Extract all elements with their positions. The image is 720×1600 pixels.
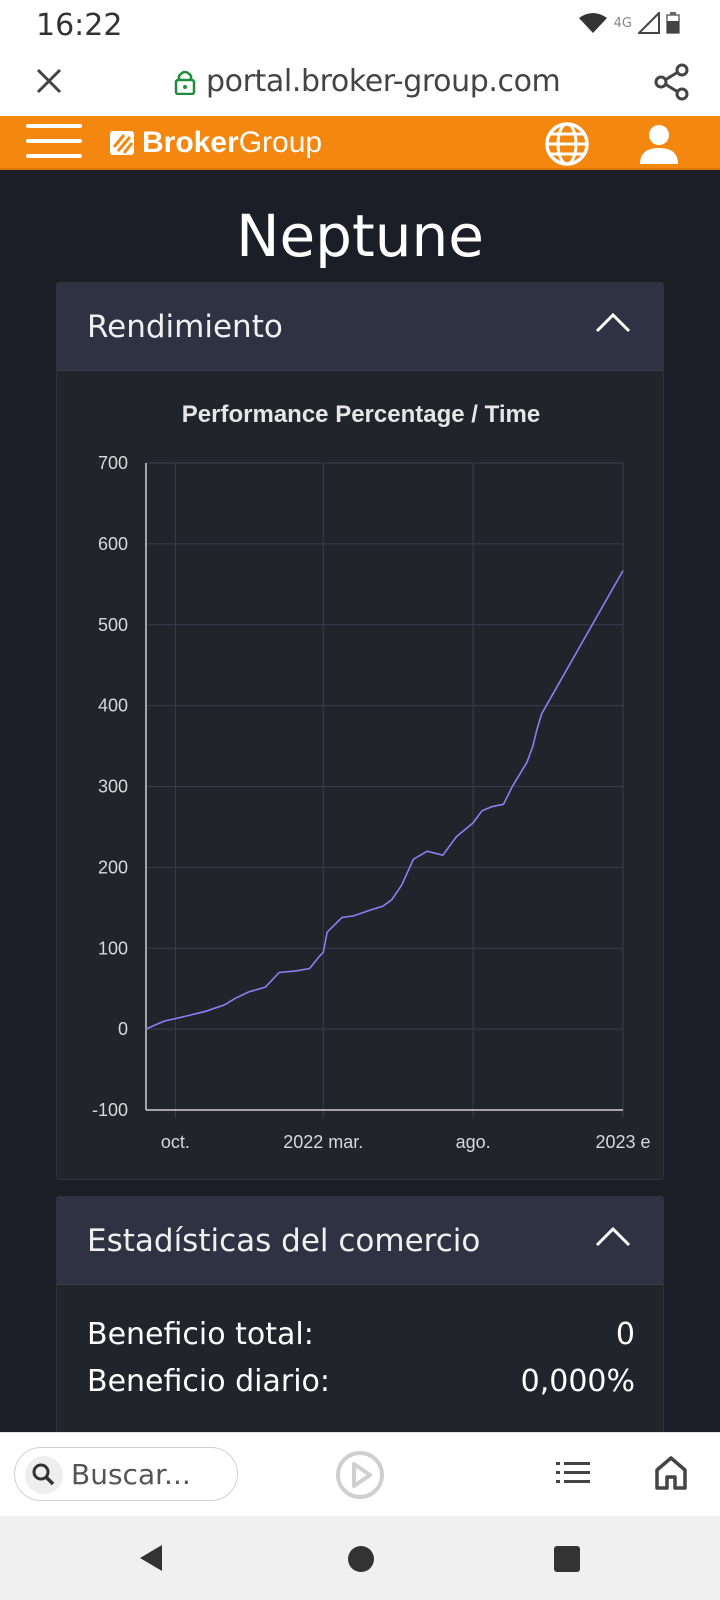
y-tick-label: 0 bbox=[118, 1019, 128, 1039]
search-placeholder: Buscar... bbox=[71, 1458, 191, 1491]
series-line bbox=[145, 570, 624, 1030]
user-icon[interactable] bbox=[638, 124, 680, 164]
signal-icon bbox=[638, 12, 660, 34]
stat-row-total-profit: Beneficio total: 0 bbox=[87, 1317, 635, 1352]
logo-mark-icon bbox=[110, 131, 134, 155]
close-icon[interactable] bbox=[34, 66, 64, 96]
chart-title: Performance Percentage / Time bbox=[181, 401, 541, 428]
stat-row-daily-profit: Beneficio diario: 0,000% bbox=[87, 1364, 635, 1399]
stat-label: Beneficio diario: bbox=[87, 1364, 331, 1399]
stat-value: 0 bbox=[615, 1317, 635, 1352]
play-icon[interactable] bbox=[334, 1449, 386, 1501]
y-tick-label: 500 bbox=[98, 615, 128, 635]
site-header: Broker Group bbox=[0, 116, 720, 170]
page-title: Neptune bbox=[236, 202, 484, 270]
x-tick-label: oct. bbox=[161, 1132, 190, 1152]
android-nav-bar bbox=[0, 1516, 720, 1600]
y-tick-label: 100 bbox=[98, 938, 128, 958]
wifi-icon bbox=[578, 13, 607, 33]
url-text[interactable]: portal.broker-group.com bbox=[206, 64, 561, 99]
stats-card: Estadísticas del comercio Beneficio tota… bbox=[56, 1196, 664, 1436]
browser-bottom-bar: Buscar... bbox=[0, 1432, 720, 1516]
menu-icon[interactable] bbox=[26, 124, 82, 160]
x-tick-label: 2022 mar. bbox=[283, 1132, 363, 1152]
battery-icon bbox=[666, 12, 680, 34]
logo-text-broker: Broker bbox=[142, 126, 239, 159]
search-icon-wrap bbox=[25, 1456, 63, 1494]
share-icon[interactable] bbox=[652, 62, 692, 102]
performance-card-header[interactable]: Rendimiento bbox=[57, 283, 663, 371]
lock-icon bbox=[174, 70, 196, 95]
status-time: 16:22 bbox=[36, 8, 123, 43]
search-icon bbox=[32, 1463, 55, 1486]
stats-card-header[interactable]: Estadísticas del comercio bbox=[57, 1197, 663, 1285]
network-type-label: 4G bbox=[613, 15, 632, 31]
y-tick-label: 700 bbox=[98, 453, 128, 473]
status-bar: 16:22 4G bbox=[0, 0, 720, 50]
logo-text-group: Group bbox=[238, 126, 323, 159]
y-tick-label: 300 bbox=[98, 777, 128, 797]
status-icons: 4G bbox=[578, 10, 680, 36]
stat-value: 0,000% bbox=[520, 1364, 635, 1399]
x-tick-label: ago. bbox=[456, 1132, 491, 1152]
search-input[interactable]: Buscar... bbox=[14, 1447, 238, 1501]
site-logo[interactable]: Broker Group bbox=[108, 126, 322, 160]
recent-apps-button[interactable] bbox=[554, 1546, 580, 1572]
y-tick-label: -100 bbox=[92, 1100, 128, 1120]
stats-card-title: Estadísticas del comercio bbox=[87, 1223, 481, 1259]
stat-label: Beneficio total: bbox=[87, 1317, 314, 1352]
performance-card: Rendimiento Performance Percentage / Tim… bbox=[56, 282, 664, 1180]
y-tick-label: 400 bbox=[98, 696, 128, 716]
performance-card-title: Rendimiento bbox=[87, 309, 283, 345]
performance-chart: 700 600 500 400 300 200 100 0 -100 oct. 2022 mar. a… bbox=[92, 453, 651, 1152]
chart-area: Performance Percentage / Time 700 600 500 4… bbox=[57, 371, 663, 1179]
chevron-up-icon[interactable] bbox=[593, 1221, 633, 1251]
chevron-up-icon[interactable] bbox=[593, 307, 633, 337]
y-tick-label: 600 bbox=[98, 534, 128, 554]
list-icon[interactable] bbox=[556, 1459, 590, 1487]
back-icon[interactable] bbox=[136, 1542, 168, 1574]
home-icon[interactable] bbox=[654, 1455, 688, 1491]
y-tick-label: 200 bbox=[98, 857, 128, 877]
globe-icon[interactable] bbox=[544, 121, 590, 167]
x-tick-label: 2023 e bbox=[595, 1132, 650, 1152]
home-button[interactable] bbox=[348, 1546, 374, 1572]
browser-url-bar: portal.broker-group.com bbox=[0, 50, 720, 116]
